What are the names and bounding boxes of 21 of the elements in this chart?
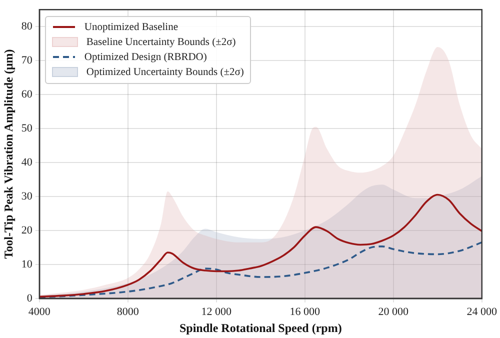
y-tick-label: 20	[21, 224, 33, 236]
y-axis-title: Tool-Tip Peak Vibration Amplitude (μm)	[1, 49, 16, 259]
x-tick-label: 4000	[28, 306, 51, 318]
y-tick-label: 0	[26, 292, 33, 304]
y-tick-label: 50	[21, 122, 33, 134]
legend-label: Baseline Uncertainty Bounds (±2σ)	[86, 36, 236, 50]
y-tick-label: 40	[21, 156, 33, 168]
y-tick-label: 60	[21, 88, 33, 100]
legend-label: Optimized Design (RBRDO)	[84, 50, 207, 65]
y-tick-label: 30	[21, 190, 33, 202]
x-tick-label: 16 000	[290, 306, 321, 318]
legend-label: Optimized Uncertainty Bounds (±2σ)	[86, 66, 244, 80]
x-tick-label: 12 000	[201, 306, 232, 318]
legend-label: Unoptimized Baseline	[84, 20, 178, 35]
y-tick-label: 70	[21, 54, 33, 66]
y-tick-label: 80	[21, 20, 33, 32]
y-tick-label: 10	[21, 258, 33, 270]
x-tick-label: 24 000	[466, 306, 498, 318]
x-tick-label: 8000	[116, 306, 140, 318]
x-axis-title: Spindle Rotational Speed (rpm)	[179, 320, 342, 335]
x-tick-label: 20 000	[378, 306, 410, 318]
